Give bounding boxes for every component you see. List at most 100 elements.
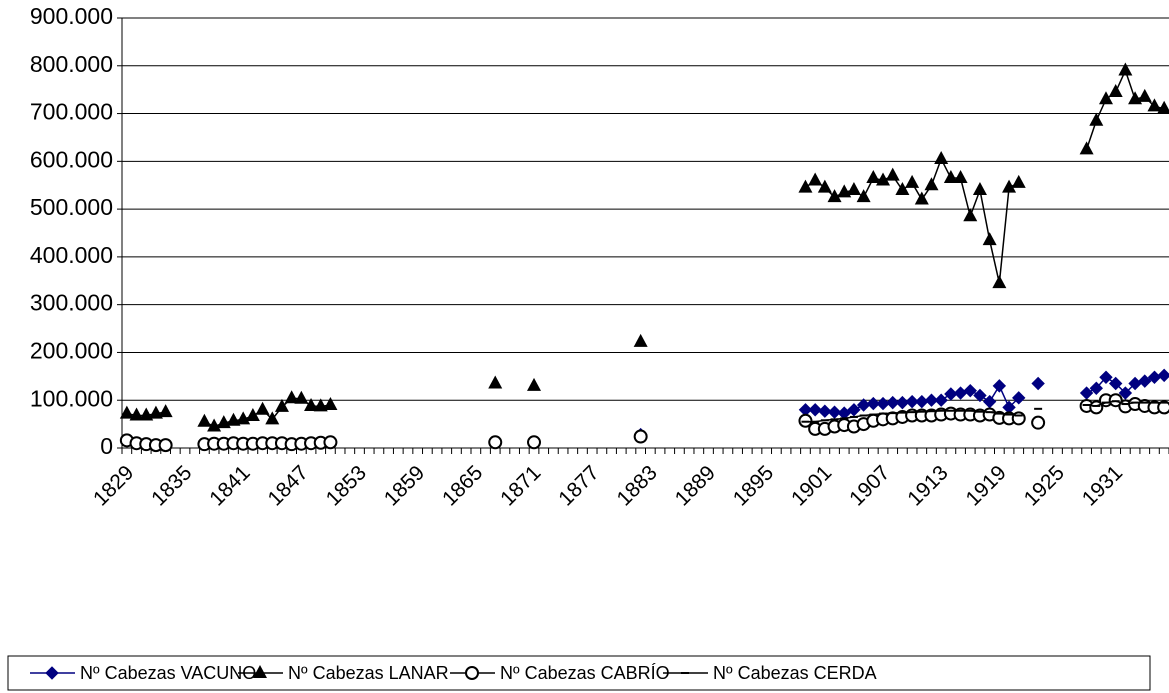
marker-diamond	[876, 396, 890, 411]
marker-triangle	[992, 275, 1007, 289]
marker-triangle	[158, 404, 173, 418]
marker-diamond	[915, 394, 929, 409]
marker-diamond	[905, 394, 919, 409]
marker-triangle	[1147, 98, 1162, 112]
x-tick-label: 1859	[380, 461, 429, 510]
x-tick-label: 1853	[322, 461, 371, 510]
marker-diamond	[992, 379, 1007, 393]
y-tick-label: 600.000	[30, 146, 113, 172]
marker-triangle	[1118, 62, 1133, 76]
y-tick-label: 100.000	[30, 385, 113, 411]
x-tick-label: 1907	[845, 461, 894, 510]
x-tick-label: 1871	[496, 461, 545, 510]
x-tick-label: 1925	[1020, 461, 1069, 510]
legend-label: Nº Cabezas CABRÍO	[500, 663, 670, 683]
y-tick-label: 800.000	[30, 51, 113, 77]
marker-triangle	[1002, 179, 1017, 193]
marker-diamond	[924, 393, 939, 407]
marker-triangle	[953, 170, 968, 184]
marker-triangle	[1089, 112, 1104, 126]
marker-diamond	[982, 394, 997, 409]
marker-diamond	[1138, 374, 1152, 388]
marker-triangle	[207, 418, 222, 432]
legend-label: Nº Cabezas VACUNO	[80, 663, 256, 683]
marker-triangle	[846, 182, 861, 195]
x-tick-label: 1877	[554, 461, 603, 510]
series-line	[126, 68, 1165, 428]
marker-triangle	[924, 177, 939, 191]
marker-circle	[158, 438, 173, 453]
marker-circle	[488, 435, 503, 450]
x-tick-label: 1889	[671, 461, 720, 510]
marker-triangle	[895, 182, 910, 195]
marker-triangle	[856, 189, 871, 203]
marker-triangle	[1098, 91, 1113, 105]
marker-triangle	[866, 170, 881, 184]
marker-circle	[1011, 411, 1026, 426]
marker-diamond	[953, 386, 968, 400]
marker-triangle	[963, 208, 978, 222]
marker-diamond	[1157, 368, 1169, 383]
marker-triangle	[633, 333, 648, 347]
marker-diamond	[963, 383, 977, 398]
x-tick-label: 1847	[264, 461, 313, 510]
marker-diamond	[1118, 386, 1133, 400]
marker-diamond	[808, 403, 822, 417]
x-tick-label: 1835	[147, 461, 196, 510]
y-tick-label: 700.000	[30, 99, 113, 125]
y-tick-label: 400.000	[30, 242, 113, 268]
marker-triangle	[1108, 84, 1123, 98]
x-tick-label: 1913	[903, 461, 952, 510]
marker-triangle	[265, 411, 280, 425]
marker-triangle	[129, 407, 144, 421]
marker-triangle	[294, 390, 309, 404]
marker-diamond	[1108, 376, 1123, 391]
marker-triangle	[148, 405, 163, 419]
marker-diamond	[1012, 391, 1026, 405]
marker-triangle	[798, 179, 813, 193]
marker-triangle	[245, 407, 260, 421]
y-tick-label: 500.000	[30, 194, 113, 220]
marker-triangle	[817, 179, 832, 193]
marker-triangle	[943, 170, 958, 184]
marker-triangle	[1157, 100, 1169, 114]
marker-triangle	[488, 375, 503, 389]
marker-triangle	[274, 398, 289, 412]
marker-triangle	[972, 182, 987, 195]
marker-circle	[1031, 415, 1046, 430]
marker-triangle	[226, 412, 241, 426]
x-tick-label: 1829	[89, 461, 138, 510]
marker-triangle	[253, 665, 267, 678]
x-tick-label: 1883	[613, 461, 662, 510]
marker-triangle	[284, 390, 299, 404]
marker-diamond	[866, 396, 881, 411]
marker-diamond	[1099, 370, 1113, 384]
x-tick-label: 1895	[729, 461, 778, 510]
marker-diamond	[1031, 376, 1045, 391]
marker-diamond	[847, 403, 861, 417]
marker-diamond	[973, 388, 987, 403]
marker-circle	[1157, 400, 1169, 415]
legend: Nº Cabezas VACUNO Nº Cabezas LANAR Nº Cabe…	[30, 663, 877, 683]
marker-triangle	[527, 377, 542, 391]
marker-circle	[465, 666, 479, 680]
marker-diamond	[886, 395, 900, 410]
marker-diamond	[818, 404, 832, 418]
marker-diamond	[45, 666, 59, 680]
x-tick-label: 1841	[205, 461, 254, 510]
marker-triangle	[934, 150, 949, 164]
marker-triangle	[827, 189, 842, 203]
marker-triangle	[119, 405, 134, 419]
marker-diamond	[895, 395, 910, 410]
x-tick-label: 1931	[1078, 461, 1127, 510]
marker-triangle	[885, 167, 900, 181]
marker-triangle	[1079, 141, 1094, 155]
marker-triangle	[982, 232, 997, 246]
marker-triangle	[808, 172, 823, 186]
marker-triangle	[197, 413, 212, 427]
x-tick-label: 1919	[962, 461, 1011, 510]
marker-triangle	[914, 191, 929, 205]
marker-triangle	[236, 411, 251, 425]
